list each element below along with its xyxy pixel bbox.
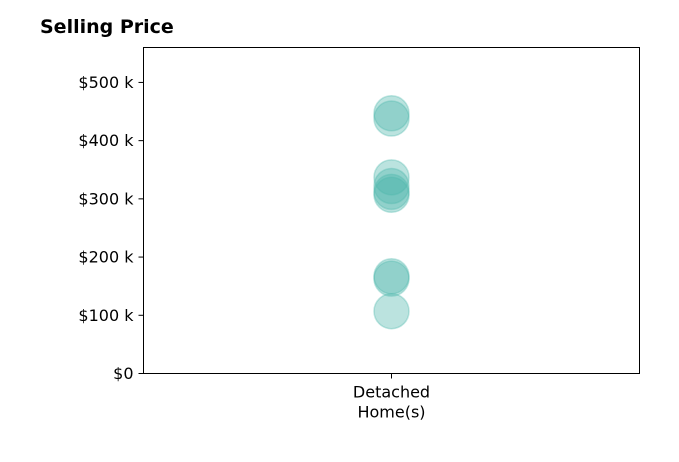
x-tick-label: Detached — [353, 383, 430, 402]
y-tick-label: $200 k — [78, 248, 134, 267]
data-point — [373, 167, 410, 205]
x-tick-label: Home(s) — [357, 403, 425, 422]
data-point — [373, 173, 410, 211]
data-point — [373, 95, 410, 132]
data-point — [373, 159, 410, 196]
data-point — [373, 176, 410, 214]
y-tick-label: $100 k — [78, 306, 134, 325]
chart-title: Selling Price — [40, 16, 174, 38]
data-point — [373, 258, 410, 295]
y-tick-label: $500 k — [78, 73, 134, 92]
y-tick-label: $0 — [113, 364, 133, 383]
data-point — [373, 100, 410, 137]
y-tick-label: $300 k — [78, 189, 134, 208]
data-points — [373, 95, 410, 330]
y-axis: $0 $100 k $200 k $300 k $400 k $500 k — [78, 73, 144, 383]
data-point — [373, 260, 410, 297]
data-point — [373, 292, 410, 330]
y-tick-label: $400 k — [78, 131, 134, 150]
